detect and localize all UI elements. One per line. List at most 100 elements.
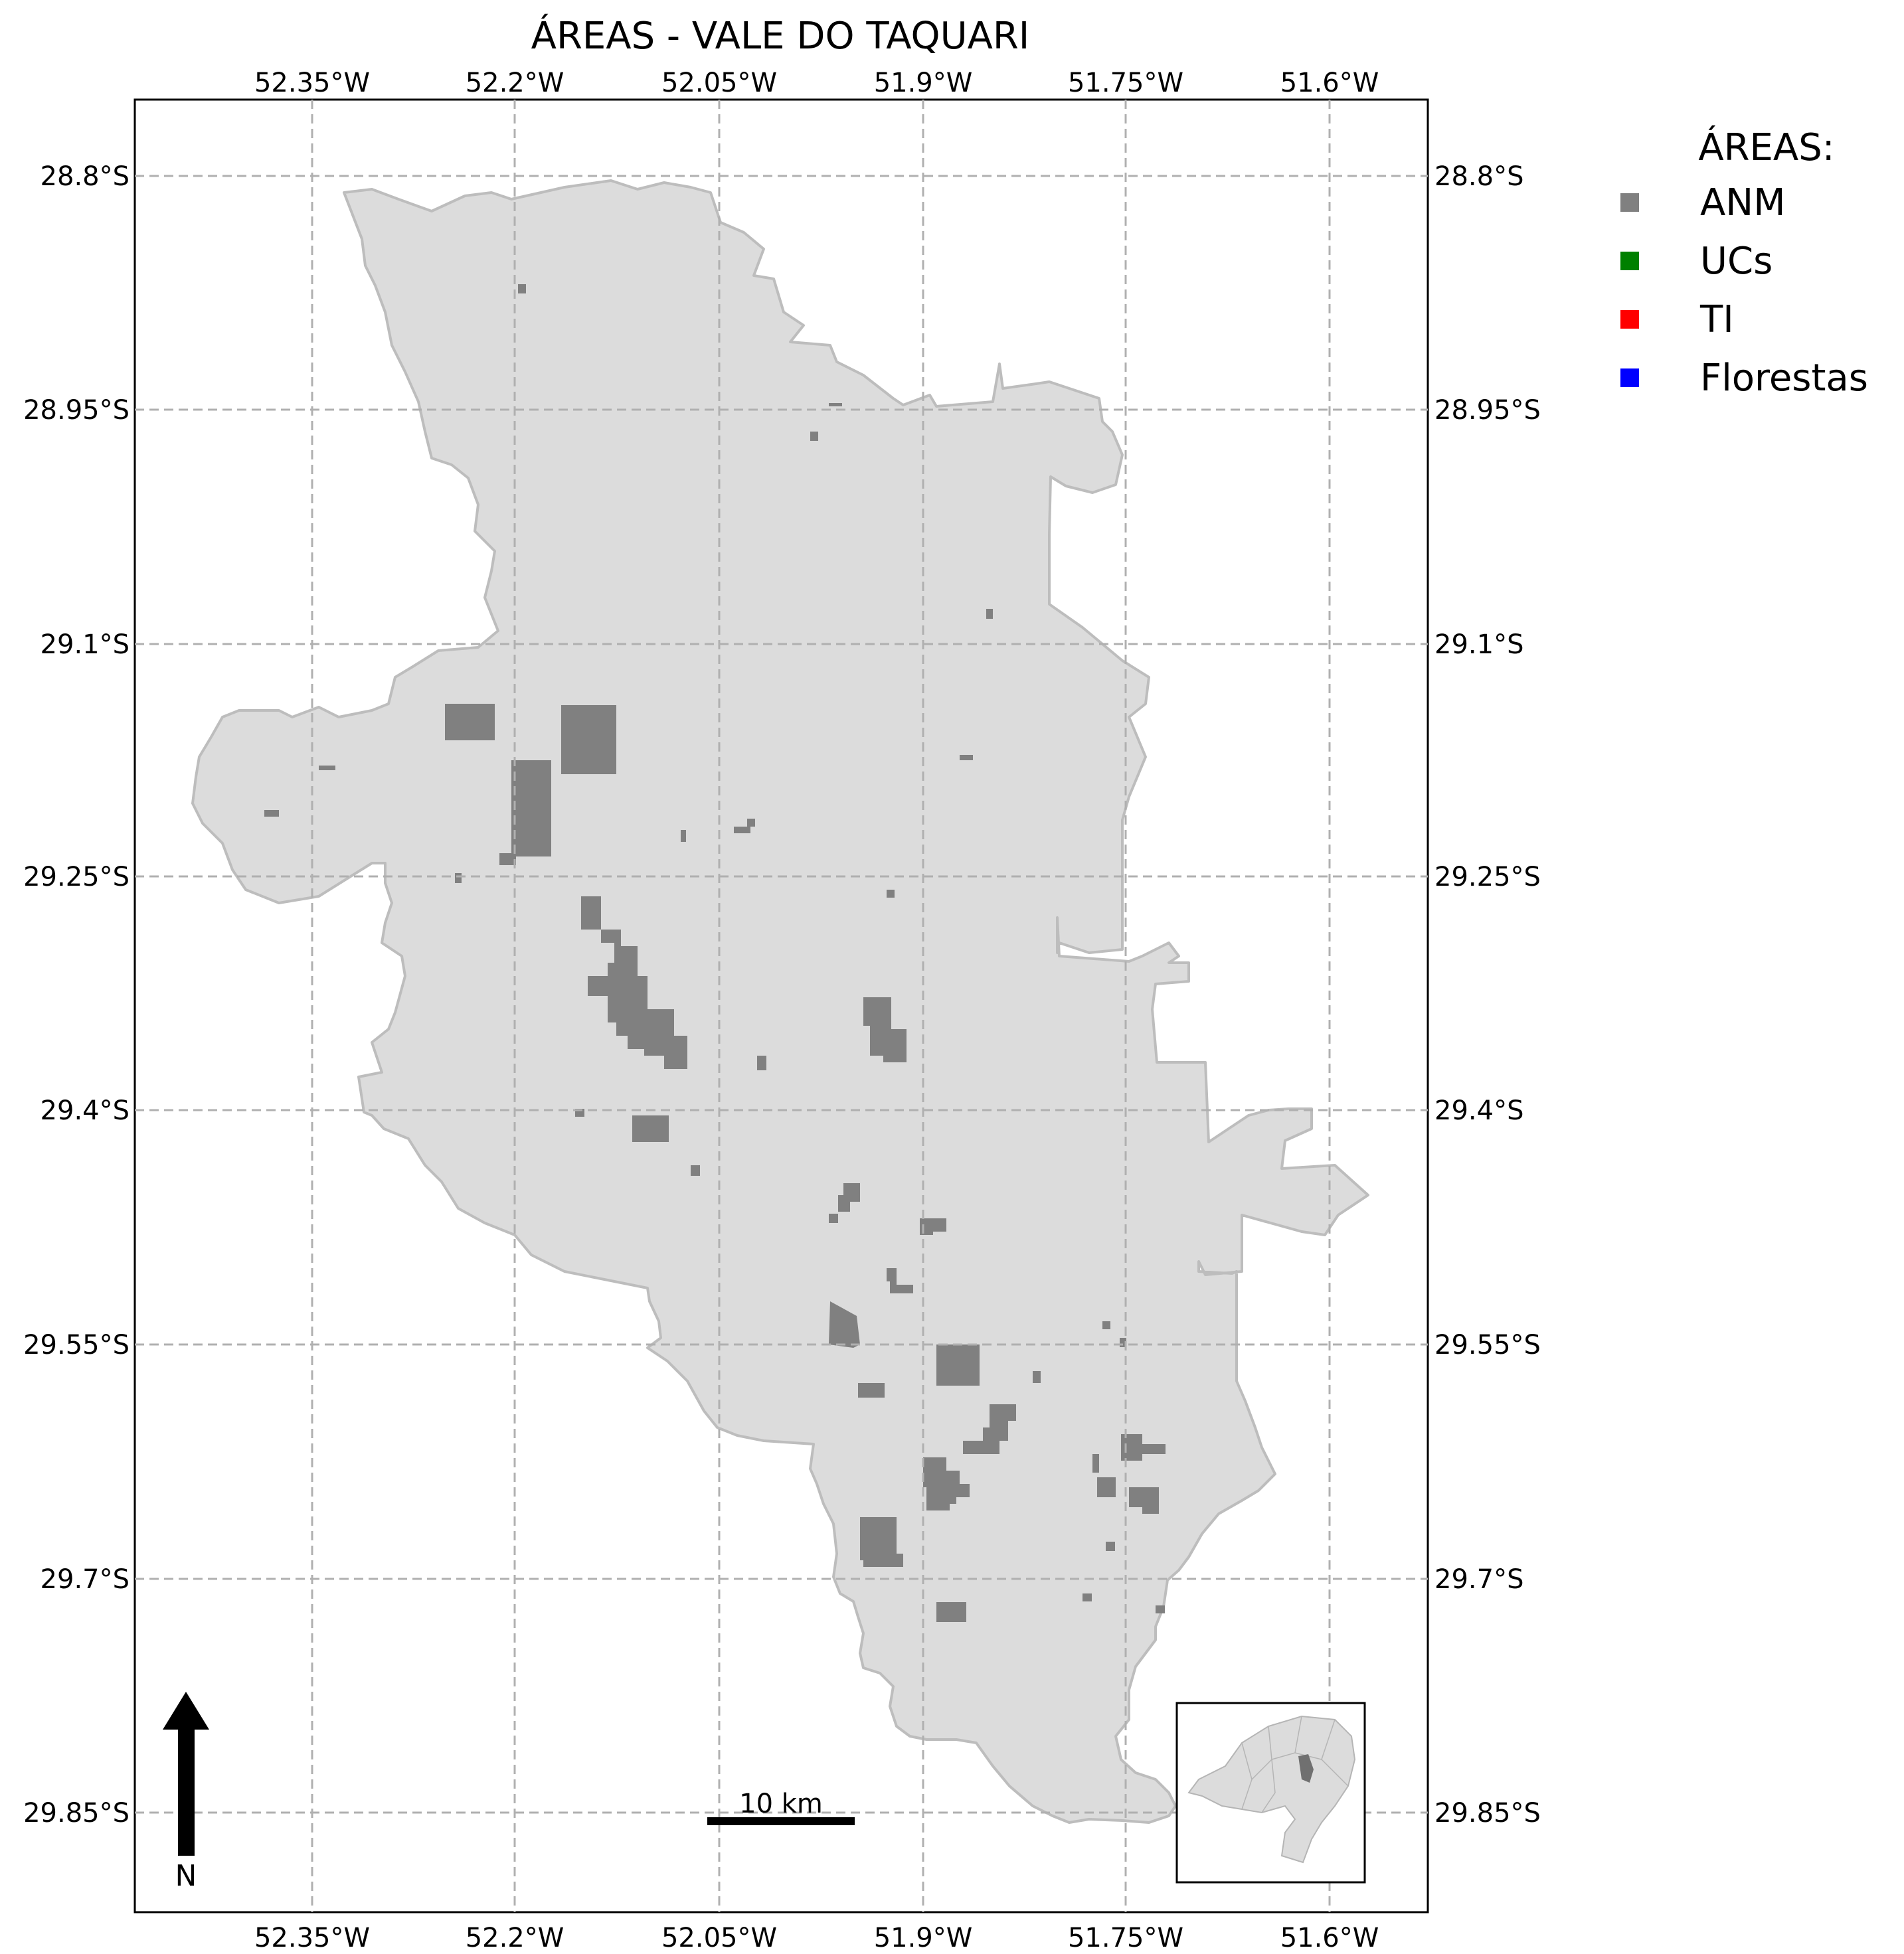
lat-tick-label-left: 29.25°S (23, 862, 130, 892)
anm-area (264, 810, 279, 817)
vale-do-taquari-region (191, 179, 1369, 1824)
anm-area (1106, 1542, 1115, 1551)
inset-highlight-region (1298, 1754, 1314, 1783)
anm-area (445, 704, 495, 740)
anm-area (936, 1602, 966, 1622)
lon-tick-label-bottom: 51.75°W (1068, 1923, 1183, 1953)
anm-area (632, 1115, 669, 1142)
legend-item-anm: ANM (1614, 173, 1893, 232)
lat-tick-label-right: 29.7°S (1434, 1564, 1523, 1595)
lat-tick-label-left: 29.85°S (23, 1798, 130, 1829)
legend-label: TI (1700, 297, 1734, 341)
lon-tick-label-bottom: 51.6°W (1280, 1923, 1379, 1953)
scale-bar-label: 10 km (739, 1789, 823, 1819)
anm-area (936, 1344, 980, 1386)
lat-tick-label-left: 29.1°S (41, 629, 130, 660)
lat-tick-label-right: 28.95°S (1434, 395, 1541, 426)
legend-item-florestas: Florestas (1614, 349, 1893, 407)
anm-area (518, 284, 526, 293)
anm-area (858, 1383, 885, 1398)
legend-swatch (1620, 252, 1639, 270)
anm-area (561, 705, 616, 774)
legend-label: Florestas (1700, 356, 1868, 400)
lon-tick-label-top: 51.9°W (874, 68, 973, 98)
map-gridlines (135, 100, 1428, 1912)
lat-tick-label-right: 29.55°S (1434, 1330, 1541, 1360)
north-arrow-head (163, 1692, 209, 1730)
inset-boundary (1261, 1759, 1276, 1813)
anm-area (887, 1268, 913, 1293)
anm-area (963, 1404, 1016, 1454)
lon-tick-label-top: 52.35°W (254, 68, 370, 98)
anm-area (829, 1301, 860, 1348)
anm-area (920, 1218, 946, 1235)
anm-area (757, 1056, 766, 1070)
inset-locator-map (1175, 1702, 1366, 1884)
anm-area (960, 755, 973, 760)
anm-area (1033, 1371, 1041, 1383)
anm-area (810, 432, 818, 441)
scale-bar: 10 km (707, 1789, 855, 1825)
scale-bar-line (707, 1817, 855, 1825)
lat-tick-label-left: 29.4°S (41, 1096, 130, 1126)
anm-area (747, 819, 755, 827)
anm-area (887, 890, 895, 898)
anm-area (1156, 1605, 1165, 1613)
map-legend: ÁREAS: ANM UCs TI Florestas (1614, 126, 1893, 407)
anm-area (499, 853, 516, 865)
lat-tick-label-right: 29.1°S (1434, 629, 1523, 660)
anm-area (691, 1165, 700, 1176)
anm-area (681, 830, 686, 842)
lon-tick-label-top: 52.05°W (661, 68, 777, 98)
lat-tick-label-right: 28.8°S (1434, 161, 1523, 192)
anm-area (319, 766, 335, 770)
lon-tick-label-bottom: 52.2°W (466, 1923, 564, 1953)
inset-boundary (1321, 1759, 1349, 1787)
inset-state-outline (1187, 1715, 1356, 1864)
legend-title: ÁREAS: (1698, 126, 1835, 169)
legend-item-ucs: UCs (1614, 232, 1893, 290)
anm-area (734, 827, 750, 833)
north-arrow-shaft (178, 1723, 195, 1856)
anm-area (829, 1214, 838, 1223)
anm-area (1097, 1477, 1116, 1497)
anm-area (838, 1183, 860, 1212)
map-title: ÁREAS - VALE DO TAQUARI (531, 15, 1030, 58)
lon-tick-label-top: 51.6°W (1280, 68, 1379, 98)
lat-tick-label-left: 29.55°S (23, 1330, 130, 1360)
lat-tick-label-left: 28.8°S (41, 161, 130, 192)
lon-tick-label-bottom: 51.9°W (874, 1923, 973, 1953)
anm-area (1121, 1434, 1166, 1461)
anm-area (986, 609, 993, 619)
anm-area (511, 760, 551, 856)
legend-swatch (1620, 310, 1639, 329)
anm-area (845, 1313, 851, 1321)
anm-area (581, 896, 687, 1069)
anm-area (860, 1517, 903, 1567)
lon-tick-label-top: 51.75°W (1068, 68, 1183, 98)
legend-label: ANM (1700, 181, 1786, 224)
anm-area (1120, 1338, 1126, 1347)
lon-tick-label-bottom: 52.05°W (661, 1923, 777, 1953)
anm-area (1129, 1487, 1159, 1514)
anm-area (455, 873, 462, 883)
anm-area (1092, 1454, 1099, 1473)
anm-area (1102, 1321, 1110, 1329)
lat-tick-label-right: 29.85°S (1434, 1798, 1541, 1829)
legend-item-ti: TI (1614, 290, 1893, 349)
anm-area (1082, 1593, 1092, 1601)
legend-label: UCs (1700, 239, 1773, 283)
anm-areas (264, 284, 1166, 1622)
north-arrow: N (163, 1692, 209, 1893)
lat-tick-label-right: 29.25°S (1434, 862, 1541, 892)
lat-tick-label-left: 29.7°S (41, 1564, 130, 1595)
anm-area (829, 403, 842, 406)
lat-tick-label-left: 28.95°S (23, 395, 130, 426)
anm-area (923, 1457, 970, 1510)
lon-tick-label-bottom: 52.35°W (254, 1923, 370, 1953)
lat-tick-label-right: 29.4°S (1434, 1096, 1523, 1126)
north-arrow-label: N (175, 1859, 197, 1893)
legend-swatch (1620, 193, 1639, 212)
legend-swatch (1620, 368, 1639, 387)
